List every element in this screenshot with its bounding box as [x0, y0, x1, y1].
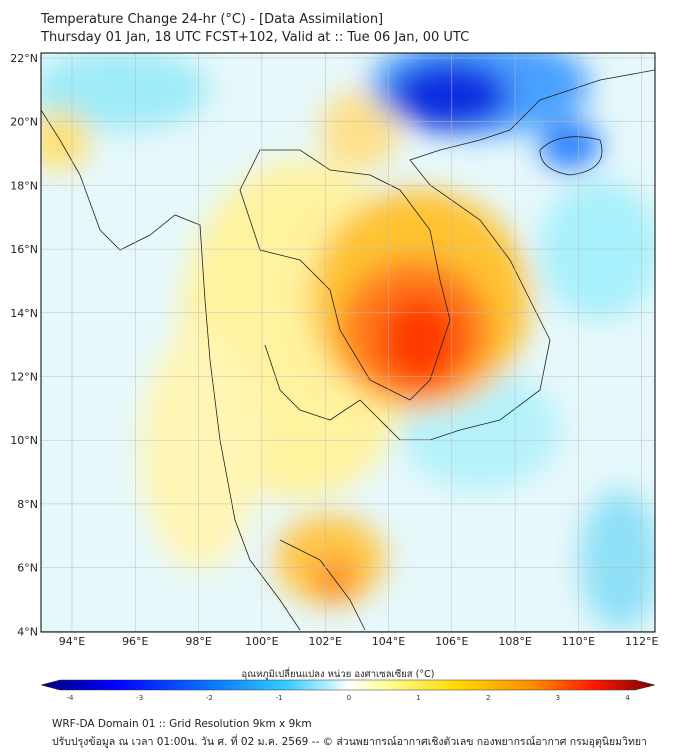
colorbar-tick-label: 0 [347, 694, 351, 702]
lon-tick-label: 94°E [59, 635, 85, 648]
map-title: Temperature Change 24-hr (°C) - [Data As… [41, 12, 384, 27]
lat-tick-label: 12°N [10, 371, 38, 384]
lon-tick-label: 100°E [245, 635, 278, 648]
lon-tick-label: 98°E [185, 635, 211, 648]
colorbar-tick-label: 4 [625, 694, 630, 702]
footer-domain: WRF-DA Domain 01 :: Grid Resolution 9km … [52, 718, 312, 730]
lon-tick-label: 96°E [122, 635, 148, 648]
colorbar-tick-label: -2 [206, 694, 213, 702]
lat-tick-label: 6°N [17, 562, 38, 575]
lat-tick-label: 10°N [10, 434, 38, 447]
lat-tick-label: 22°N [10, 52, 38, 65]
colorbar-tick-label: -3 [136, 694, 143, 702]
lat-tick-label: 8°N [17, 498, 38, 511]
colorbar-tick-label: -1 [276, 694, 283, 702]
lat-tick-label: 14°N [10, 307, 38, 320]
lat-tick-label: 16°N [10, 243, 38, 256]
lon-tick-label: 102°E [308, 635, 341, 648]
map-subtitle: Thursday 01 Jan, 18 UTC FCST+102, Valid … [41, 30, 470, 45]
lon-tick-label: 112°E [625, 635, 658, 648]
colorbar-title: อุณหภูมิเปลี่ยนแปลง หน่วย องศาเซลเซียส (… [241, 669, 435, 680]
lon-tick-label: 110°E [562, 635, 595, 648]
lon-tick-label: 106°E [435, 635, 468, 648]
colorbar-tick-label: -4 [67, 694, 75, 702]
lon-tick-label: 104°E [372, 635, 405, 648]
lat-tick-label: 4°N [17, 625, 38, 638]
lon-tick-label: 108°E [498, 635, 531, 648]
colorbar-tick-label: 3 [556, 694, 560, 702]
coastlines-borders [41, 69, 655, 631]
colorbar [40, 679, 656, 691]
map-frame [40, 52, 656, 633]
lat-tick-label: 20°N [10, 116, 38, 129]
colorbar-tick-label: 1 [416, 694, 420, 702]
temperature-change-map: 94°E 96°E 98°E 100°E 102°E 104°E 106°E 108°E 110… [10, 52, 658, 702]
footer-credit: ปรับปรุงข้อมูล ณ เวลา 01:00น. วัน ศ. ที่… [52, 736, 647, 748]
temperature-field [41, 53, 655, 632]
colorbar-tick-label: 2 [486, 694, 490, 702]
lat-tick-label: 18°N [10, 179, 38, 192]
